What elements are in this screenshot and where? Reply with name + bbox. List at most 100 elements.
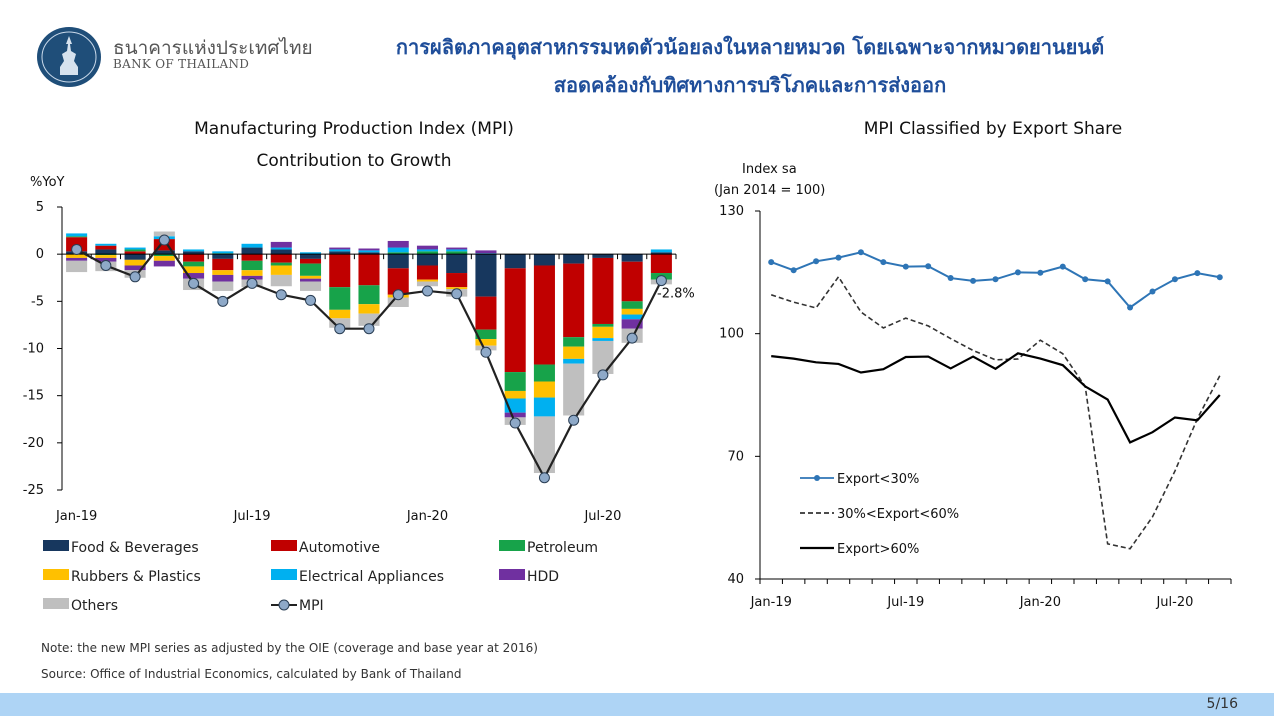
bar-segment	[95, 257, 117, 262]
bar-segment	[563, 363, 585, 416]
bar-segment	[504, 254, 526, 269]
bar-segment	[416, 279, 439, 282]
bar-segment	[358, 304, 380, 314]
bar-segment	[212, 274, 234, 282]
bar-segment	[124, 254, 146, 260]
bar-segment	[183, 266, 205, 274]
bar-segment	[650, 249, 672, 253]
bar-segment	[621, 254, 643, 262]
bar-segment	[183, 249, 205, 252]
bar-segment	[270, 247, 292, 250]
x-tick-label: Jul-19	[233, 509, 271, 524]
bar-segment	[153, 254, 175, 257]
bar-segment	[329, 251, 351, 255]
series-marker	[925, 263, 932, 270]
mpi-marker	[509, 417, 521, 429]
bar-segment	[504, 412, 526, 418]
bar-segment	[95, 249, 117, 255]
bar-segment	[533, 254, 555, 266]
bar-segment	[270, 249, 292, 255]
legend-swatch	[43, 598, 69, 609]
bar-segment	[299, 278, 322, 282]
legend-swatch	[43, 569, 69, 580]
bar-segment	[241, 247, 263, 255]
y-tick-label: -15	[23, 389, 44, 404]
bar-segment	[387, 252, 409, 255]
x-tick-label: Jul-19	[886, 595, 924, 610]
bar-segment	[299, 275, 322, 279]
legend-marker	[814, 475, 820, 481]
x-tick-label: Jan-20	[1019, 595, 1061, 610]
left-chart-title: Manufacturing Production Index (MPI)	[194, 119, 514, 139]
mpi-marker	[538, 472, 550, 484]
bar-segment	[153, 260, 175, 267]
bar-segment	[183, 261, 205, 267]
bar-segment	[212, 251, 234, 254]
series-marker	[1127, 304, 1134, 311]
bar-segment	[475, 254, 497, 297]
bank-of-thailand-logo	[37, 27, 101, 87]
bar-segment	[387, 254, 409, 269]
bar-segment	[358, 250, 380, 253]
bar-segment	[358, 248, 380, 251]
bar-segment	[183, 273, 205, 279]
mpi-latest-annotation: -2.8%	[657, 287, 695, 302]
bar-segment	[270, 274, 292, 287]
org-name-thai: ธนาคารแห่งประเทศไทย	[113, 37, 313, 59]
bar-segment	[270, 262, 292, 266]
bar-segment	[329, 247, 351, 250]
bar-segment	[475, 296, 497, 330]
bar-segment	[124, 265, 146, 271]
legend-label: Export>60%	[837, 542, 919, 557]
legend-label: Food & Beverages	[71, 540, 199, 556]
bar-segment	[592, 254, 614, 258]
bar-segment	[329, 254, 351, 288]
bar-segment	[533, 416, 555, 474]
mpi-marker	[363, 323, 375, 335]
series-marker	[902, 263, 909, 270]
y-tick-label: 5	[36, 200, 44, 215]
legend-mpi-marker	[278, 599, 290, 611]
bar-segment	[241, 270, 263, 276]
legend-swatch	[271, 540, 297, 551]
legend-label: Others	[71, 598, 118, 614]
x-tick-label: Jan-20	[406, 509, 448, 524]
mpi-marker	[246, 277, 258, 289]
mpi-marker	[334, 323, 346, 335]
bar-segment	[592, 338, 614, 341]
bar-segment	[66, 233, 88, 237]
bar-segment	[124, 249, 146, 252]
bar-segment	[124, 251, 146, 255]
bar-segment	[66, 257, 88, 261]
bar-segment	[329, 287, 351, 310]
bar-segment	[563, 337, 585, 347]
bar-segment	[387, 247, 409, 253]
bar-segment	[387, 240, 409, 248]
bar-segment	[153, 256, 175, 261]
bar-segment	[212, 258, 234, 271]
left-chart-subtitle: Contribution to Growth	[256, 151, 452, 171]
legend-label: Rubbers & Plastics	[71, 569, 201, 585]
mpi-marker	[275, 289, 287, 301]
y-tick-label: -20	[23, 436, 44, 451]
bar-segment	[621, 314, 643, 320]
bar-segment	[621, 308, 643, 315]
bar-segment	[563, 358, 585, 364]
series-line	[771, 352, 1221, 444]
bar-segment	[592, 326, 614, 339]
bar-segment	[241, 243, 263, 248]
bar-segment	[270, 265, 292, 275]
bar-segment	[446, 273, 468, 288]
bar-segment	[387, 268, 409, 295]
bar-segment	[241, 275, 263, 280]
bar-segment	[592, 323, 614, 327]
bar-segment	[533, 381, 555, 398]
series-marker	[1149, 288, 1156, 295]
bar-segment	[446, 254, 468, 274]
bar-segment	[212, 281, 234, 291]
legend-label: HDD	[527, 569, 559, 585]
bar-segment	[124, 259, 146, 266]
series-marker	[1037, 269, 1044, 276]
y-axis-label-line1: Index sa	[742, 162, 797, 177]
mpi-contribution-chart: %YoY 5 0 -5 -10 -15 -20 -25 Jan-19 Jul-19 Jan-20 Ju…	[23, 175, 695, 614]
